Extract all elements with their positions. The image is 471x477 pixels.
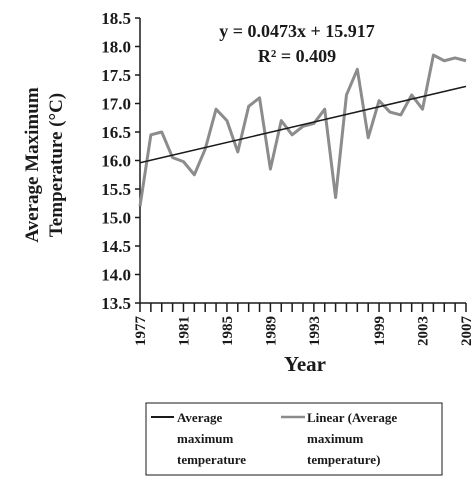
legend-entry-2-line-3: temperature) [307, 452, 380, 467]
legend: Average maximum temperature Linear (Aver… [145, 402, 443, 476]
r-squared: R² = 0.409 [258, 46, 336, 66]
y-tick-label: 15.5 [101, 180, 131, 199]
x-tick-label: 1989 [263, 316, 279, 346]
x-tick-label: 2007 [459, 316, 471, 347]
legend-entry-1: Average maximum temperature [151, 410, 246, 467]
trendline-linear [139, 85, 467, 164]
legend-entry-1-line-2: maximum [177, 431, 234, 446]
series-line-average-maximum-temperature [138, 53, 467, 207]
y-tick-label: 16.5 [101, 123, 131, 142]
x-tick-label: 1993 [307, 316, 323, 346]
x-tick-label: 1985 [220, 316, 236, 346]
y-tick-label: 18.5 [101, 9, 131, 28]
legend-entry-2-line-1: Linear (Average [307, 410, 397, 425]
y-tick-label: 18.0 [101, 38, 131, 57]
legend-box [145, 402, 443, 476]
y-tick-label: 16.0 [101, 152, 131, 171]
x-tick-label: 1981 [176, 316, 192, 346]
y-tick-label: 15.0 [101, 209, 131, 228]
y-tick-label: 17.5 [101, 66, 131, 85]
y-axis-label-line-2: Temperature (°C) [46, 93, 67, 237]
x-tick-label: 1999 [372, 316, 388, 346]
legend-entry-2: Linear (Average maximum temperature) [281, 410, 397, 467]
x-axis-ticks: 1977 1981 1985 1989 1993 1999 2003 2007 [133, 303, 471, 346]
y-axis-label-line-1: Average Maximum [22, 87, 43, 242]
y-tick-label: 13.5 [101, 294, 131, 313]
y-tick-label: 14.5 [101, 237, 131, 256]
x-tick-label: 1977 [133, 316, 149, 347]
y-axis-label: Average Maximum Temperature (°C) [22, 87, 67, 242]
y-tick-label: 14.0 [101, 266, 131, 285]
x-tick-label: 2003 [416, 316, 432, 346]
legend-entry-1-line-1: Average [177, 410, 222, 425]
y-axis-ticks: 13.5 14.0 14.5 15.0 15.5 16.0 16.5 17.0 17.5 18.0… [101, 9, 140, 313]
trend-equation: y = 0.0473x + 15.917 [219, 21, 375, 41]
x-axis-label: Year [284, 352, 326, 376]
legend-entry-2-line-2: maximum [307, 431, 364, 446]
plot-area [138, 53, 467, 207]
legend-entry-1-line-3: temperature [177, 452, 246, 467]
y-tick-label: 17.0 [101, 95, 131, 114]
